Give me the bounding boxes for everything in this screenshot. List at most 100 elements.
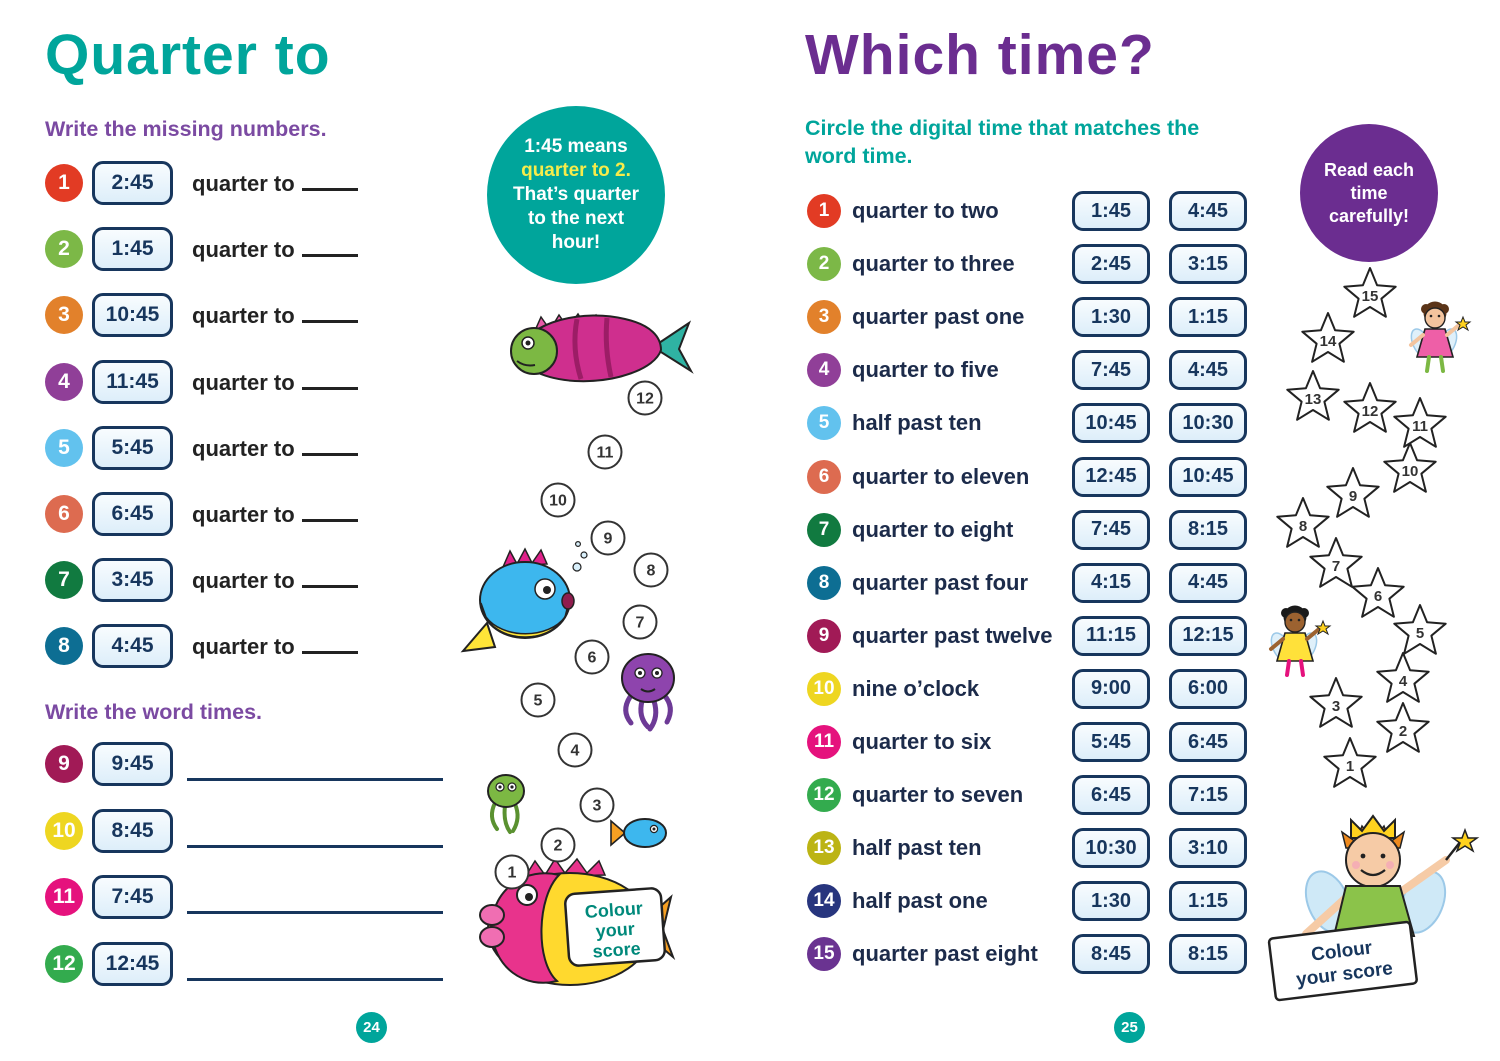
score-star-2[interactable]: 2 xyxy=(1376,702,1430,753)
dot-number-3[interactable]: 3 xyxy=(579,787,615,823)
time-option-b[interactable]: 8:15 xyxy=(1169,934,1247,975)
score-star-14[interactable]: 14 xyxy=(1301,312,1355,363)
answer-blank[interactable] xyxy=(301,633,358,655)
which-time-row: 4 quarter to five 7:45 4:45 xyxy=(805,348,1255,392)
dot-number-11[interactable]: 11 xyxy=(587,434,623,470)
time-option-a[interactable]: 6:45 xyxy=(1072,775,1150,816)
time-option-b[interactable]: 4:45 xyxy=(1169,350,1247,391)
dot-number-6[interactable]: 6 xyxy=(574,639,610,675)
dot-number-1[interactable]: 1 xyxy=(494,854,530,890)
quarter-to-text: quarter to xyxy=(192,302,358,329)
which-time-row: 15 quarter past eight 8:45 8:15 xyxy=(805,932,1255,976)
time-option-a[interactable]: 1:30 xyxy=(1072,297,1150,338)
missing-number-row: 8 4:45 quarter to xyxy=(45,624,475,669)
time-option-a[interactable]: 7:45 xyxy=(1072,509,1150,550)
time-option-b[interactable]: 10:30 xyxy=(1169,403,1247,444)
time-option-b[interactable]: 1:15 xyxy=(1169,297,1247,338)
time-option-a[interactable]: 2:45 xyxy=(1072,244,1150,285)
score-star-10[interactable]: 10 xyxy=(1383,442,1437,493)
answer-blank[interactable] xyxy=(301,302,358,324)
score-star-11[interactable]: 11 xyxy=(1393,397,1447,448)
dot-number-10[interactable]: 10 xyxy=(540,482,576,518)
dot-number-5[interactable]: 5 xyxy=(520,682,556,718)
time-option-a[interactable]: 9:00 xyxy=(1072,668,1150,709)
missing-number-row: 6 6:45 quarter to xyxy=(45,492,475,536)
quarter-to-label: quarter to xyxy=(192,502,295,527)
time-option-b[interactable]: 3:10 xyxy=(1169,828,1247,869)
score-star-12[interactable]: 12 xyxy=(1343,382,1397,433)
item-number-badge: 8 xyxy=(45,627,83,666)
word-time-label: quarter past four xyxy=(852,569,1029,595)
star-number-text: 4 xyxy=(1399,673,1408,690)
time-option-a[interactable]: 11:15 xyxy=(1072,615,1150,656)
word-time-label: quarter to three xyxy=(852,251,1015,277)
word-time-label: quarter to six xyxy=(852,729,992,754)
time-option-a[interactable]: 7:45 xyxy=(1072,350,1150,391)
word-time-label: quarter past one xyxy=(852,304,1025,330)
score-star-9[interactable]: 9 xyxy=(1326,467,1380,518)
dot-number-7[interactable]: 7 xyxy=(622,604,658,640)
time-option-a[interactable]: 10:45 xyxy=(1072,403,1150,444)
score-star-3[interactable]: 3 xyxy=(1309,677,1363,728)
quarter-to-text: quarter to xyxy=(192,236,358,263)
time-option-a[interactable]: 4:15 xyxy=(1072,562,1150,603)
answer-blank[interactable] xyxy=(301,236,358,258)
time-option-b[interactable]: 1:15 xyxy=(1169,881,1247,922)
item-number-badge: 15 xyxy=(807,937,841,972)
dot-number-text: 6 xyxy=(588,650,597,667)
answer-line[interactable] xyxy=(187,911,443,914)
score-star-6[interactable]: 6 xyxy=(1351,567,1405,618)
time-option-b[interactable]: 4:45 xyxy=(1169,191,1247,231)
dot-number-text: 3 xyxy=(593,798,602,815)
time-option-b[interactable]: 8:15 xyxy=(1169,509,1247,550)
score-star-15[interactable]: 15 xyxy=(1343,267,1397,318)
answer-line[interactable] xyxy=(187,977,443,981)
time-option-a[interactable]: 10:30 xyxy=(1072,828,1150,869)
star-number-text: 11 xyxy=(1412,418,1428,435)
dot-number-9[interactable]: 9 xyxy=(590,520,626,556)
score-star-8[interactable]: 8 xyxy=(1276,497,1330,548)
which-time-row: 11 quarter to six 5:45 6:45 xyxy=(805,720,1255,764)
answer-blank[interactable] xyxy=(301,170,358,191)
answer-blank[interactable] xyxy=(301,501,358,522)
star-number-text: 3 xyxy=(1332,698,1340,715)
quarter-to-label: quarter to xyxy=(192,435,295,461)
answer-blank[interactable] xyxy=(301,369,358,390)
time-option-b[interactable]: 10:45 xyxy=(1169,456,1247,497)
score-star-4[interactable]: 4 xyxy=(1376,652,1430,703)
dot-number-text: 11 xyxy=(597,445,614,462)
score-box-line3: score xyxy=(592,938,641,961)
score-star-7[interactable]: 7 xyxy=(1309,537,1363,588)
time-option-a[interactable]: 5:45 xyxy=(1072,722,1150,762)
score-star-13[interactable]: 13 xyxy=(1286,370,1340,421)
time-option-b[interactable]: 7:15 xyxy=(1169,775,1247,816)
answer-blank[interactable] xyxy=(301,567,358,589)
page-title-quarter-to: Quarter to xyxy=(45,23,331,87)
answer-line[interactable] xyxy=(187,778,443,781)
digital-time-box: 6:45 xyxy=(92,492,173,536)
answer-line[interactable] xyxy=(187,844,443,848)
star-number-text: 5 xyxy=(1416,625,1424,642)
quarter-to-label: quarter to xyxy=(192,369,295,395)
time-option-a[interactable]: 8:45 xyxy=(1072,934,1150,975)
time-option-b[interactable]: 12:15 xyxy=(1169,615,1247,656)
score-star-1[interactable]: 1 xyxy=(1323,737,1377,788)
digital-time-box: 12:45 xyxy=(92,941,173,986)
time-option-b[interactable]: 3:15 xyxy=(1169,244,1247,285)
item-number-badge: 11 xyxy=(807,725,841,759)
dot-number-4[interactable]: 4 xyxy=(557,732,593,768)
time-option-b[interactable]: 6:45 xyxy=(1169,722,1247,762)
dot-number-12[interactable]: 12 xyxy=(627,380,663,416)
word-time-row: 9 9:45 xyxy=(45,742,475,786)
time-option-a[interactable]: 1:30 xyxy=(1072,881,1150,922)
time-option-a[interactable]: 1:45 xyxy=(1072,191,1150,231)
which-time-row: 13 half past ten 10:30 3:10 xyxy=(805,826,1255,870)
time-option-b[interactable]: 6:00 xyxy=(1169,668,1247,709)
dot-number-2[interactable]: 2 xyxy=(540,827,576,863)
score-star-5[interactable]: 5 xyxy=(1393,604,1447,655)
item-number-badge: 1 xyxy=(807,194,841,228)
time-option-a[interactable]: 12:45 xyxy=(1072,456,1150,497)
answer-blank[interactable] xyxy=(301,435,358,456)
time-option-b[interactable]: 4:45 xyxy=(1169,562,1247,603)
dot-number-8[interactable]: 8 xyxy=(633,552,669,588)
